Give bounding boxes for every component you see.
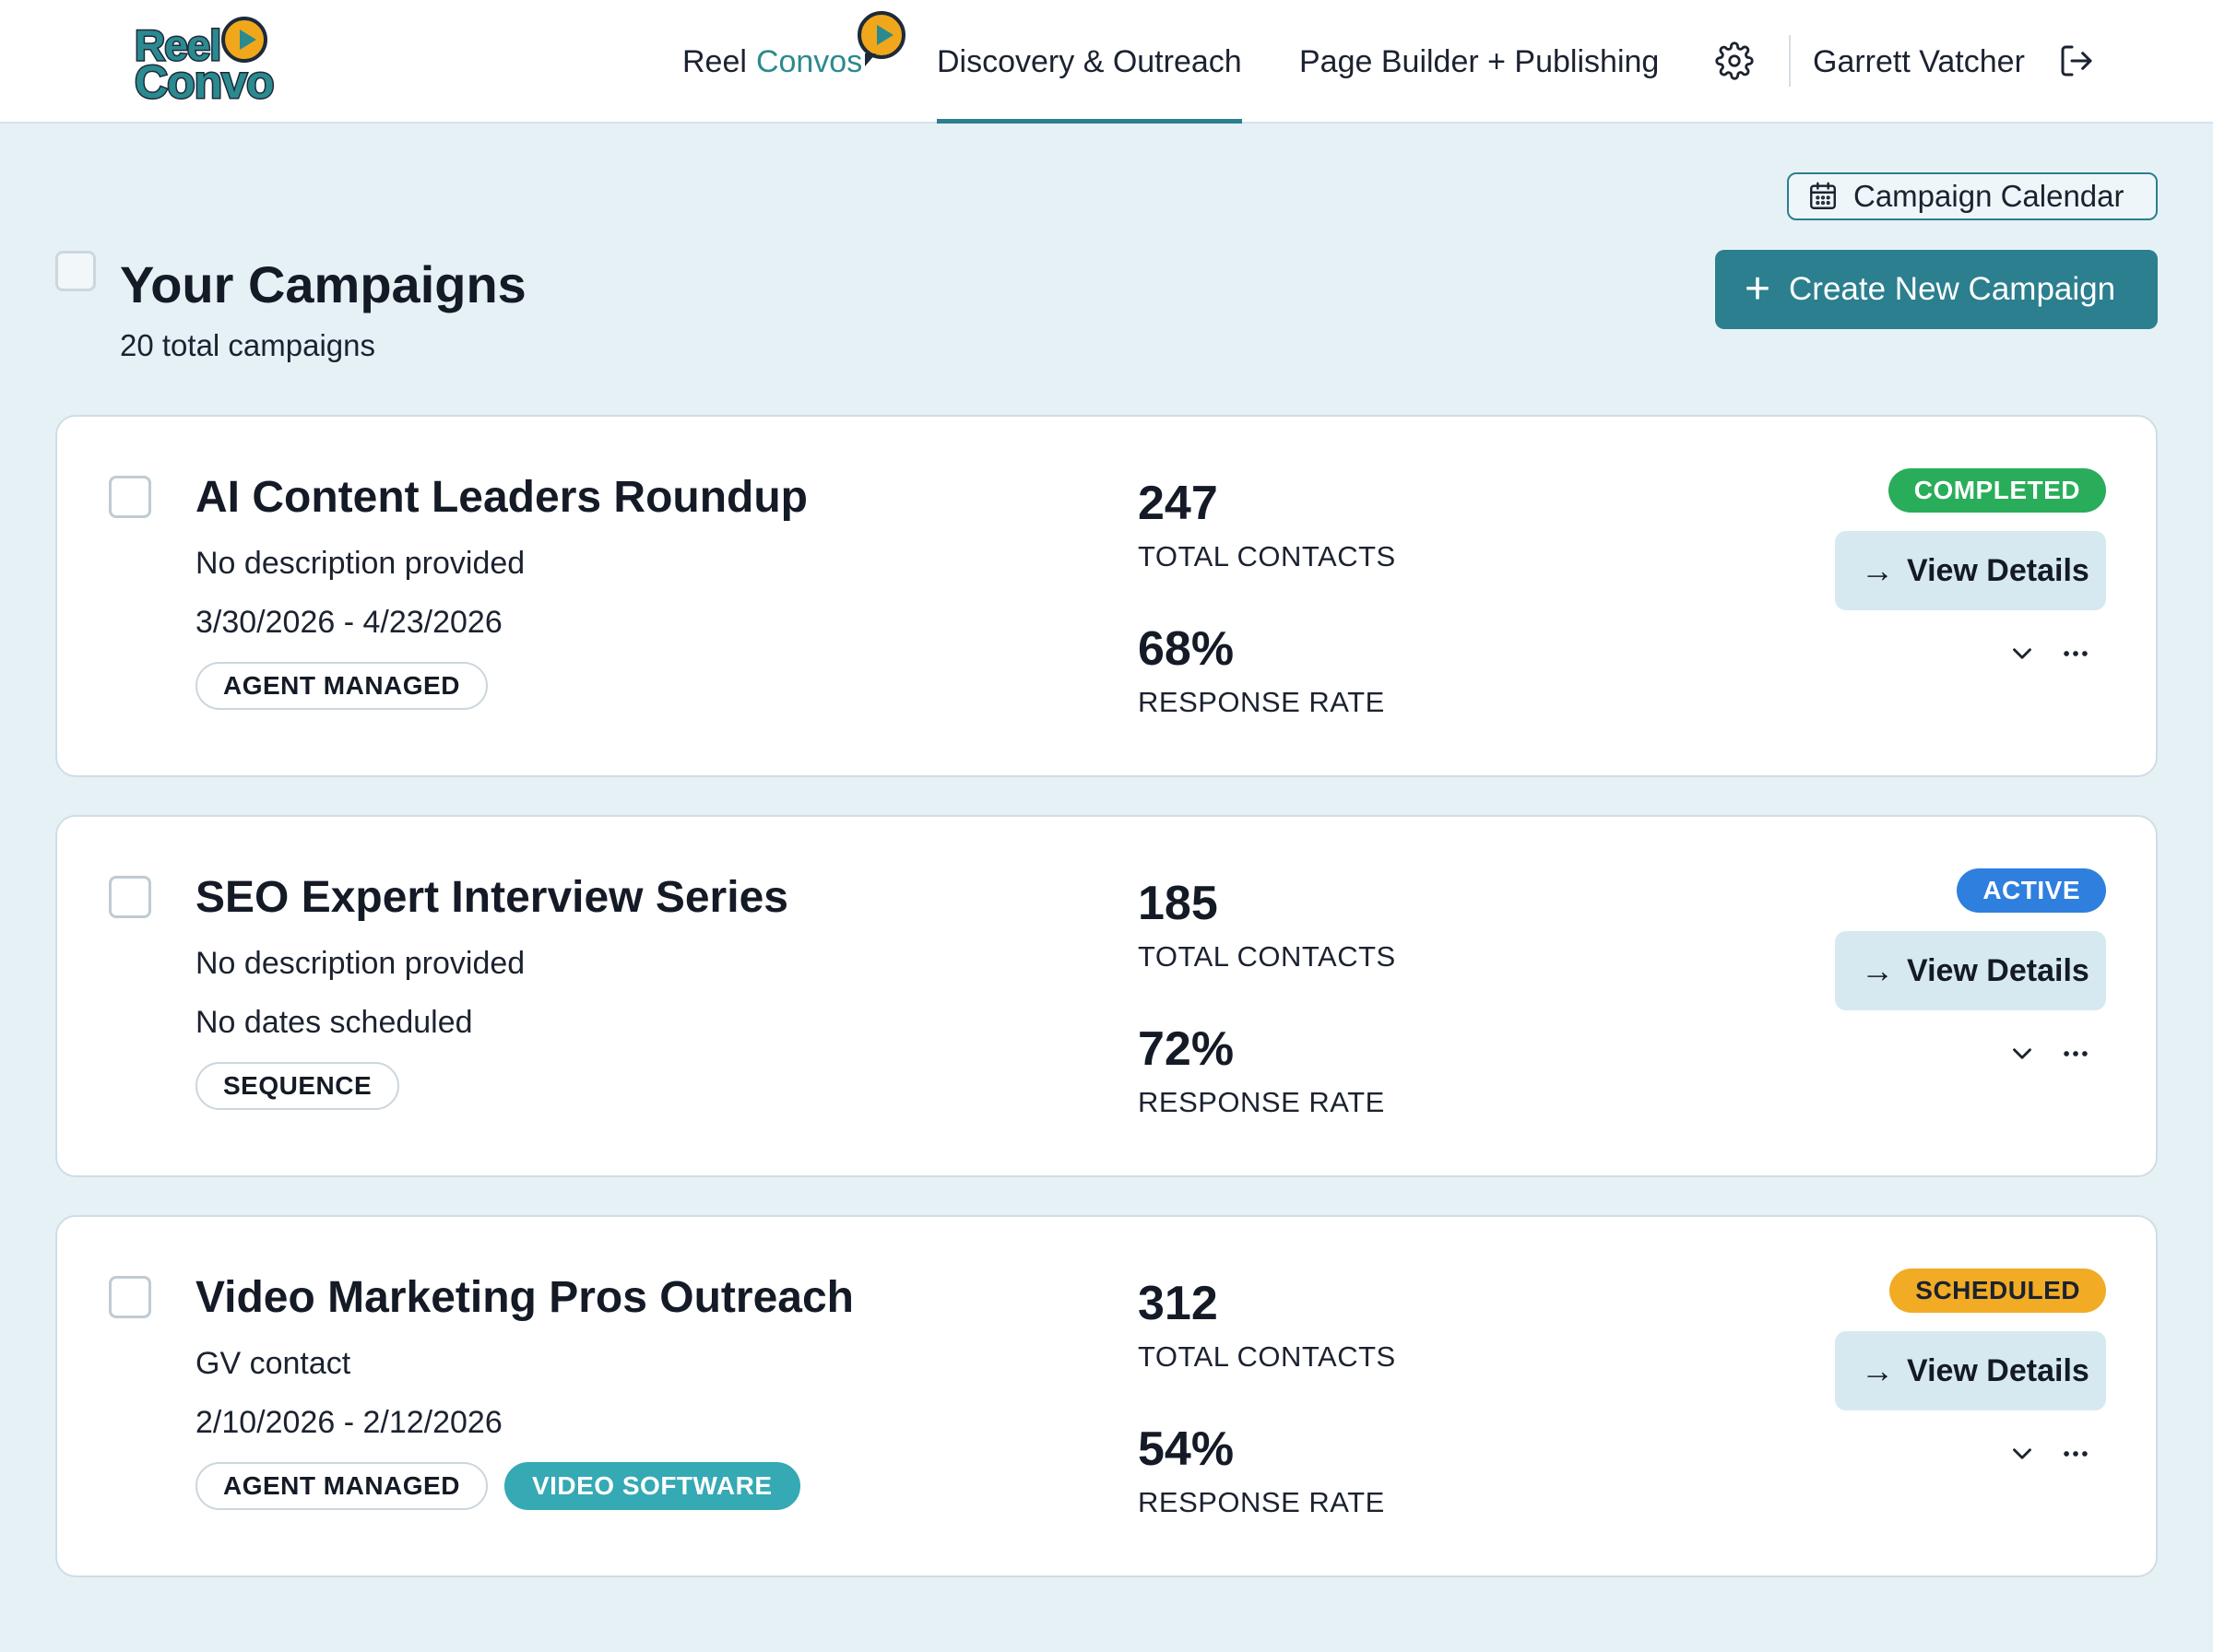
campaign-dates: 3/30/2026 - 4/23/2026 <box>195 605 503 640</box>
campaign-dates: 2/10/2026 - 2/12/2026 <box>195 1405 503 1440</box>
campaign-title[interactable]: AI Content Leaders Roundup <box>195 473 808 522</box>
chevron-down-icon[interactable] <box>2006 1438 2038 1469</box>
status-badge: ACTIVE <box>1957 868 2106 913</box>
campaign-checkbox[interactable] <box>109 876 151 918</box>
campaign-card: AI Content Leaders Roundup No descriptio… <box>55 415 2158 777</box>
nav-discovery-outreach[interactable]: Discovery & Outreach <box>937 0 1242 124</box>
arrow-right-icon: → <box>1861 1351 1894 1389</box>
chevron-down-icon[interactable] <box>2006 638 2038 669</box>
top-navigation-bar: Reel Convo Reel Convos Discovery & Outre… <box>0 0 2213 124</box>
nav-discovery-label: Discovery & Outreach <box>937 43 1242 79</box>
campaign-dates: No dates scheduled <box>195 1005 473 1040</box>
total-contacts-value: 185 <box>1138 877 1218 930</box>
logo-line-1: Reel <box>133 21 222 69</box>
response-rate-label: RESPONSE RATE <box>1138 686 1385 718</box>
user-name[interactable]: Garrett Vatcher <box>1813 0 2025 124</box>
nav-divider <box>1789 35 1791 87</box>
response-rate-value: 54% <box>1138 1422 1235 1476</box>
nav-reel-prefix: Reel <box>682 43 747 79</box>
tag-badge: AGENT MANAGED <box>195 1462 488 1510</box>
arrow-right-icon: → <box>1861 551 1894 589</box>
campaign-title[interactable]: SEO Expert Interview Series <box>195 873 788 922</box>
response-rate-label: RESPONSE RATE <box>1138 1086 1385 1118</box>
nav-reel-convos[interactable]: Reel Convos <box>682 0 905 124</box>
page-title: Your Campaigns <box>120 255 527 313</box>
more-options-icon[interactable] <box>2060 1038 2091 1069</box>
tag-badge: SEQUENCE <box>195 1062 400 1110</box>
campaign-title[interactable]: Video Marketing Pros Outreach <box>195 1273 854 1322</box>
campaign-description: No description provided <box>195 546 526 581</box>
status-badge: SCHEDULED <box>1889 1268 2106 1313</box>
response-rate-value: 72% <box>1138 1022 1235 1076</box>
view-details-label: View Details <box>1907 552 2089 588</box>
campaign-description: No description provided <box>195 946 526 981</box>
view-details-label: View Details <box>1907 952 2089 988</box>
total-contacts-label: TOTAL CONTACTS <box>1138 1340 1396 1373</box>
select-all-checkbox[interactable] <box>55 251 96 291</box>
arrow-right-icon: → <box>1861 951 1894 989</box>
campaign-card: SEO Expert Interview Series No descripti… <box>55 815 2158 1177</box>
total-contacts-value: 312 <box>1138 1277 1218 1330</box>
gear-icon[interactable] <box>1715 41 1754 80</box>
calendar-icon <box>1810 182 1836 209</box>
total-contacts-value: 247 <box>1138 477 1218 530</box>
create-new-campaign-button[interactable]: + Create New Campaign <box>1715 250 2158 329</box>
campaign-calendar-label: Campaign Calendar <box>1853 179 2124 213</box>
response-rate-label: RESPONSE RATE <box>1138 1486 1385 1518</box>
campaign-tags: AGENT MANAGED <box>195 662 488 710</box>
more-options-icon[interactable] <box>2060 638 2091 669</box>
total-contacts-label: TOTAL CONTACTS <box>1138 940 1396 973</box>
nav-reel-accent: Convos <box>755 43 863 79</box>
campaign-tags: AGENT MANAGED VIDEO SOFTWARE <box>195 1462 800 1510</box>
campaign-count: 20 total campaigns <box>120 328 376 362</box>
logo-play-icon <box>221 17 267 63</box>
tag-badge: VIDEO SOFTWARE <box>503 1462 800 1510</box>
nav-builder-label: Page Builder + Publishing <box>1299 43 1660 79</box>
reel-convo-logo[interactable]: Reel Convo <box>129 15 277 107</box>
view-details-button[interactable]: → View Details <box>1835 931 2106 1010</box>
logo-line-2: Convo <box>134 56 277 108</box>
campaign-calendar-button[interactable]: Campaign Calendar <box>1787 172 2158 220</box>
campaign-checkbox[interactable] <box>109 476 151 518</box>
status-badge: COMPLETED <box>1888 468 2106 513</box>
nav-page-builder[interactable]: Page Builder + Publishing <box>1299 0 1659 124</box>
more-options-icon[interactable] <box>2060 1438 2091 1469</box>
logout-icon[interactable] <box>2058 42 2095 79</box>
campaign-description: GV contact <box>195 1346 351 1381</box>
chevron-down-icon[interactable] <box>2006 1038 2038 1069</box>
response-rate-value: 68% <box>1138 622 1235 676</box>
view-details-button[interactable]: → View Details <box>1835 1331 2106 1410</box>
play-bubble-icon <box>858 11 905 66</box>
campaign-checkbox[interactable] <box>109 1276 151 1318</box>
campaign-card: Video Marketing Pros Outreach GV contact… <box>55 1215 2158 1577</box>
plus-icon: + <box>1745 265 1771 313</box>
create-campaign-label: Create New Campaign <box>1789 271 2116 307</box>
view-details-button[interactable]: → View Details <box>1835 531 2106 610</box>
total-contacts-label: TOTAL CONTACTS <box>1138 540 1396 572</box>
tag-badge: AGENT MANAGED <box>195 662 488 710</box>
campaign-tags: SEQUENCE <box>195 1062 400 1110</box>
user-name-label: Garrett Vatcher <box>1813 43 2025 79</box>
view-details-label: View Details <box>1907 1352 2089 1388</box>
